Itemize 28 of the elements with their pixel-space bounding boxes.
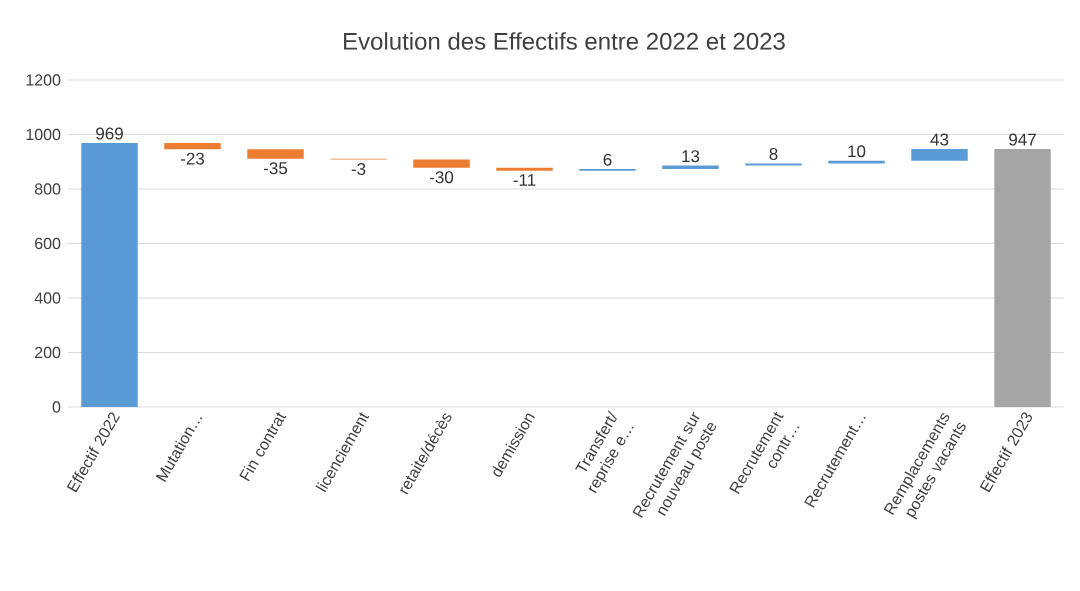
y-tick-label: 1200	[26, 74, 61, 86]
y-tick-label: 400	[34, 292, 61, 304]
data-label: 8	[769, 147, 778, 160]
data-label: -35	[263, 162, 288, 175]
bar	[496, 167, 553, 171]
data-label: -30	[429, 171, 454, 184]
bar	[911, 148, 968, 161]
y-tick-label: 0	[52, 401, 61, 413]
data-label: -23	[180, 152, 205, 165]
bar	[247, 149, 304, 159]
y-tick-label: 1000	[26, 128, 61, 141]
data-label: 6	[603, 153, 612, 166]
bar	[994, 148, 1051, 407]
y-tick-label: 600	[35, 237, 61, 250]
bar	[81, 142, 138, 407]
y-tick-label: 200	[35, 346, 61, 359]
bar	[745, 163, 802, 166]
data-label: 947	[1009, 133, 1036, 146]
bar	[164, 142, 221, 150]
data-label: -3	[351, 162, 366, 175]
bar	[413, 159, 470, 168]
data-label: 13	[682, 150, 700, 163]
data-label: 43	[930, 133, 949, 146]
data-label: -11	[513, 174, 536, 186]
data-label: 969	[96, 127, 123, 140]
data-label: 10	[848, 145, 866, 158]
y-tick-label: 800	[34, 183, 61, 195]
chart-title: Evolution des Effectifs entre 2022 et 2023	[344, 32, 785, 50]
